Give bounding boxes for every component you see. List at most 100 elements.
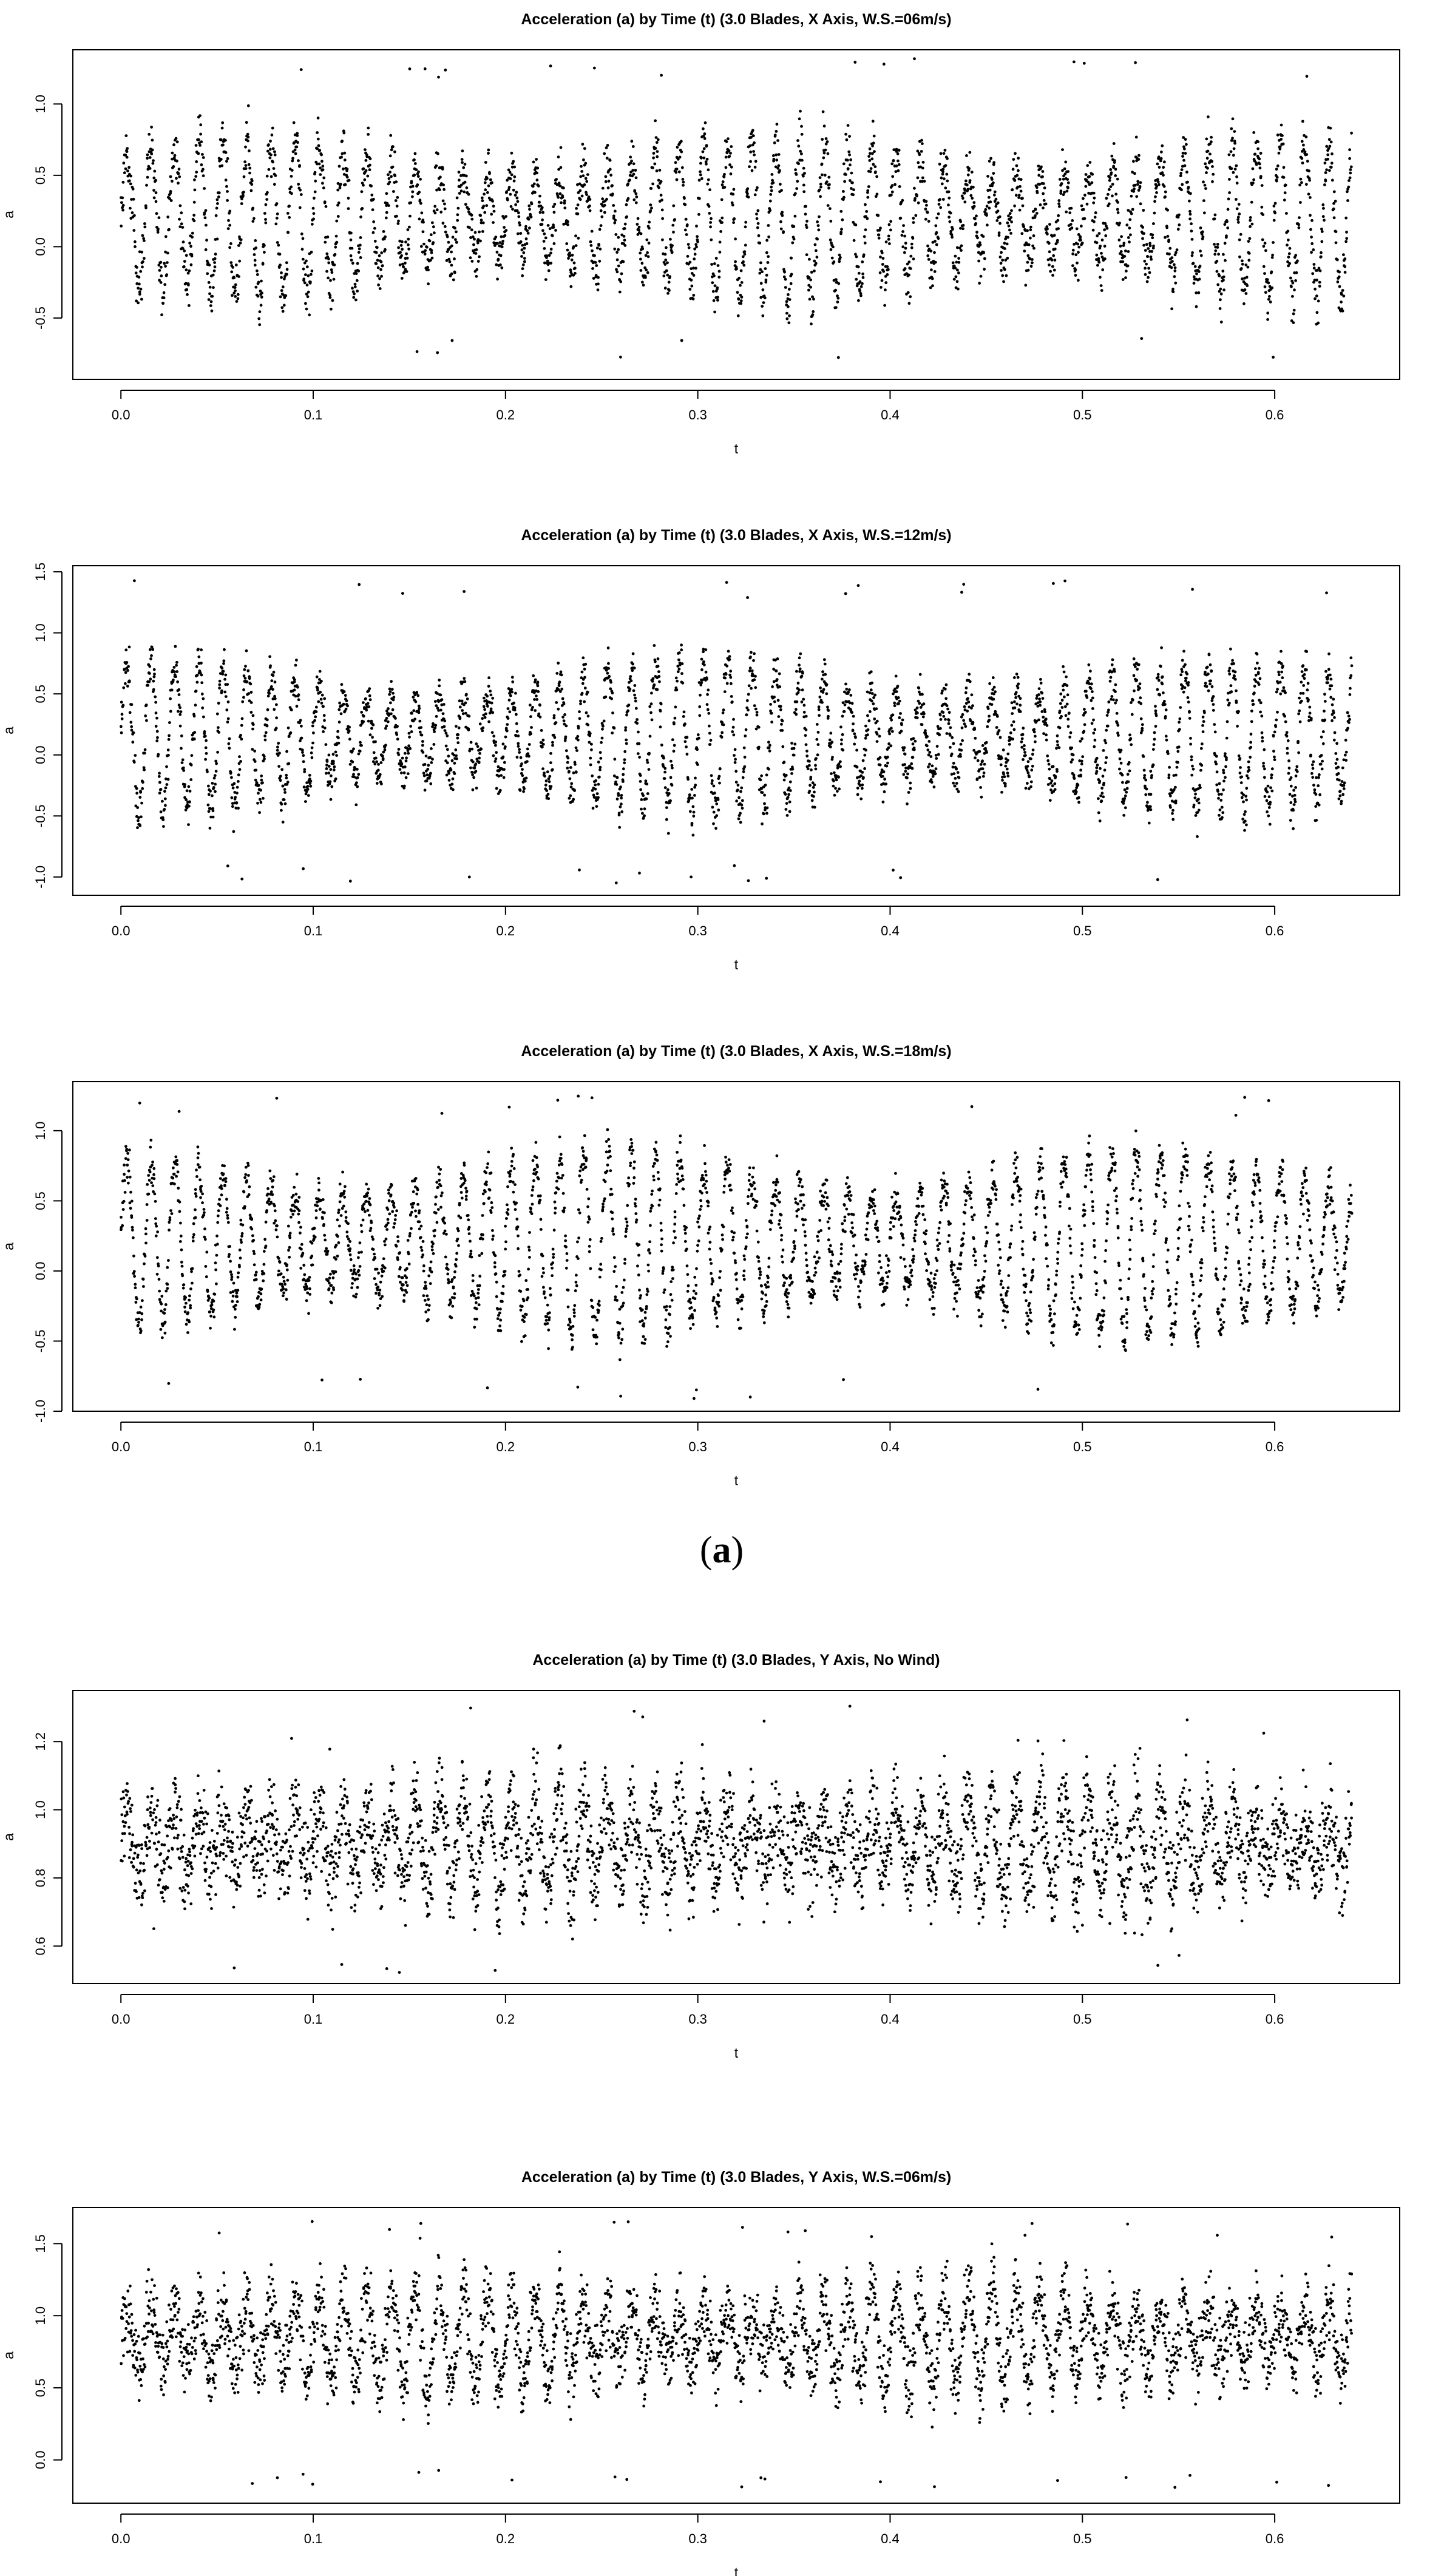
data-point xyxy=(200,140,203,144)
data-point xyxy=(749,151,753,154)
data-point xyxy=(360,190,364,194)
data-point xyxy=(475,742,478,745)
data-point xyxy=(1315,311,1319,314)
data-point xyxy=(338,701,341,705)
data-point xyxy=(666,291,669,295)
data-point xyxy=(1241,262,1244,266)
data-point xyxy=(1011,188,1014,191)
data-point xyxy=(453,226,456,230)
data-point xyxy=(1269,300,1272,303)
data-point xyxy=(327,765,331,768)
data-point xyxy=(620,794,623,797)
data-point xyxy=(453,762,456,765)
data-point xyxy=(154,725,158,728)
data-point xyxy=(350,246,354,250)
data-point xyxy=(732,188,736,191)
data-point xyxy=(330,268,333,271)
data-point xyxy=(966,173,970,177)
data-point xyxy=(158,791,161,795)
data-point xyxy=(676,679,679,683)
data-point xyxy=(1056,219,1060,222)
data-point xyxy=(456,219,459,222)
data-point xyxy=(612,204,615,207)
data-point xyxy=(418,198,422,202)
data-point xyxy=(1212,172,1215,176)
data-point xyxy=(603,152,606,155)
data-point xyxy=(817,228,821,232)
data-point xyxy=(1052,254,1056,257)
data-point xyxy=(408,735,411,739)
data-point xyxy=(820,162,824,166)
data-point xyxy=(123,171,126,175)
data-point xyxy=(278,253,282,256)
data-point xyxy=(619,280,623,283)
data-point xyxy=(656,665,660,668)
data-point xyxy=(900,234,904,237)
data-point xyxy=(1156,180,1160,183)
data-point xyxy=(743,250,747,254)
data-point xyxy=(490,731,494,734)
data-point xyxy=(208,292,211,296)
data-point xyxy=(447,754,450,758)
data-point xyxy=(461,149,464,153)
data-point xyxy=(125,155,129,159)
data-point xyxy=(742,746,746,750)
data-point xyxy=(417,170,420,174)
data-point xyxy=(492,209,496,213)
data-point xyxy=(419,177,422,181)
data-point xyxy=(1226,226,1230,229)
data-point xyxy=(520,255,523,258)
data-point xyxy=(536,684,540,688)
data-point xyxy=(278,751,281,755)
data-point xyxy=(1042,198,1046,202)
data-point xyxy=(474,770,478,773)
data-point xyxy=(1144,266,1147,270)
data-point xyxy=(175,663,178,667)
data-point xyxy=(788,298,791,301)
data-point xyxy=(557,662,560,665)
data-point xyxy=(354,272,358,276)
data-point xyxy=(1034,208,1037,211)
data-point xyxy=(1329,126,1332,130)
data-point xyxy=(302,867,305,870)
data-point xyxy=(1134,135,1138,139)
data-point xyxy=(557,155,560,158)
data-point xyxy=(457,726,461,730)
data-point xyxy=(1051,265,1054,268)
data-point xyxy=(164,265,167,268)
data-point xyxy=(691,297,695,300)
data-point xyxy=(1161,144,1164,147)
data-point xyxy=(1069,223,1073,226)
data-point xyxy=(263,738,267,742)
data-point xyxy=(1160,151,1163,154)
data-point xyxy=(404,240,407,244)
data-point xyxy=(251,748,254,751)
data-point xyxy=(692,815,696,818)
data-point xyxy=(631,662,634,666)
data-point xyxy=(868,147,872,151)
data-point xyxy=(899,217,903,220)
data-point xyxy=(442,703,446,706)
data-point xyxy=(997,231,1001,235)
data-point xyxy=(1063,167,1066,171)
data-point xyxy=(177,172,180,175)
data-point xyxy=(1350,131,1354,135)
data-point xyxy=(702,134,705,138)
data-point xyxy=(763,802,766,805)
data-point xyxy=(506,198,509,202)
x-tick-label: 0.6 xyxy=(1266,407,1284,422)
data-point xyxy=(872,141,875,145)
data-point xyxy=(605,157,609,160)
data-point xyxy=(810,322,813,326)
data-point xyxy=(1191,251,1194,254)
data-point xyxy=(528,208,531,211)
data-point xyxy=(1026,254,1030,257)
data-point xyxy=(310,269,314,273)
data-point xyxy=(282,303,286,307)
data-point xyxy=(945,172,949,176)
data-point xyxy=(1245,276,1249,279)
data-point xyxy=(501,240,504,243)
data-point xyxy=(988,206,991,210)
data-point xyxy=(693,794,696,797)
data-point xyxy=(829,248,833,251)
